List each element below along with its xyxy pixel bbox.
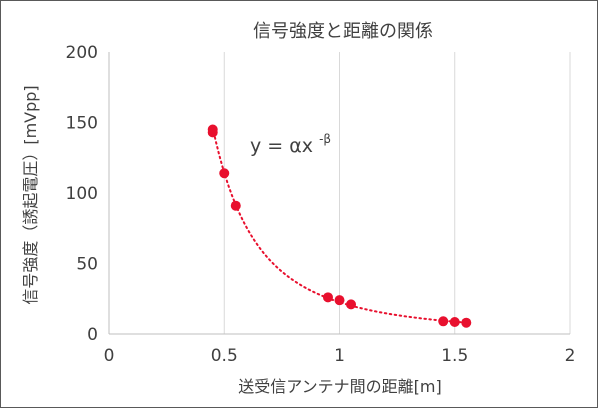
axes [108, 52, 570, 335]
y-tick-labels: 0 50 100 150 200 [66, 43, 98, 345]
data-point [322, 292, 333, 303]
data-point [219, 168, 230, 179]
x-tick-label: 0.5 [211, 346, 238, 366]
data-point [461, 317, 472, 328]
x-tick-label: 1.5 [441, 346, 468, 366]
data-point [207, 127, 218, 138]
x-tick-labels: 0 0.5 1 1.5 2 [104, 346, 576, 366]
data-point [449, 317, 460, 328]
equation-text: y = αx [250, 135, 313, 157]
equation-annotation: y = αx -β [250, 132, 331, 157]
x-tick-label: 1 [334, 346, 345, 366]
power-trendline [211, 126, 468, 324]
data-point [438, 316, 449, 327]
x-tick-label: 0 [104, 346, 115, 366]
data-point [346, 299, 357, 310]
grid-lines [223, 52, 571, 334]
data-point [230, 200, 241, 211]
y-axis-label: 信号強度（誘起電圧）[mVpp] [21, 85, 40, 304]
y-tick-label: 100 [66, 184, 98, 204]
data-point [334, 295, 345, 306]
y-tick-label: 0 [87, 325, 98, 345]
x-axis-label: 送受信アンテナ間の距離[m] [238, 377, 441, 396]
equation-superscript: -β [319, 132, 331, 146]
trendline-layer [211, 126, 468, 324]
y-tick-label: 50 [76, 255, 98, 275]
y-tick-label: 200 [66, 43, 98, 63]
data-points [207, 124, 472, 328]
x-tick-label: 2 [565, 346, 576, 366]
chart-title: 信号強度と距離の関係 [253, 21, 433, 42]
y-tick-label: 150 [66, 114, 98, 134]
